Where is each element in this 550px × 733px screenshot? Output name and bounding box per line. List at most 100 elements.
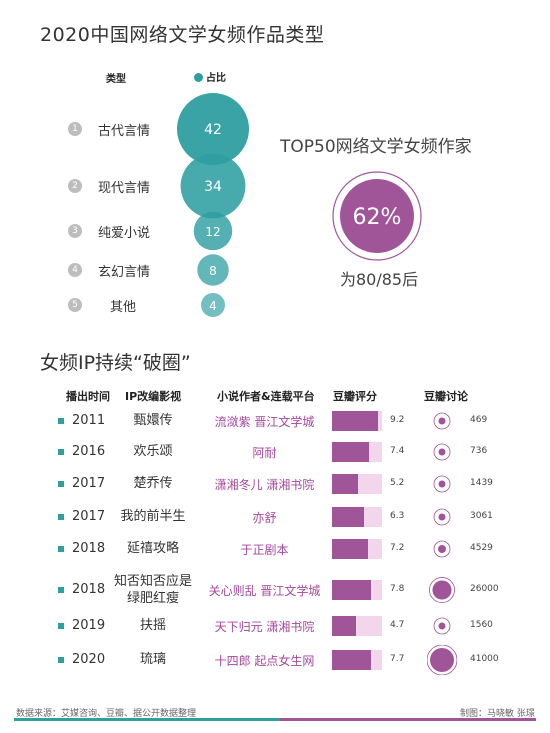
type-bubble: [193, 211, 233, 251]
type-name: 现代言情: [98, 180, 151, 196]
header-year: 播出时间: [66, 390, 110, 403]
row-drama: 知否知否应是 绿肥红瘦: [98, 573, 208, 607]
row-drama: 我的前半生: [120, 509, 186, 524]
row-year: 2017: [72, 509, 106, 524]
type-bubble-value: 4: [209, 299, 217, 313]
row-author: 十四郎 起点女生网: [214, 654, 315, 668]
row-author: 天下归元 潇湘书院: [214, 620, 315, 634]
score-bar-fill: [332, 411, 378, 431]
row-year: 2017: [72, 476, 106, 491]
type-bubble-chart: 42 34 12 8 4: [177, 93, 249, 317]
row-drama: 欢乐颂: [133, 444, 173, 459]
row-author: 亦舒: [252, 511, 277, 525]
discussion-marker: [433, 540, 451, 558]
type-chart-title: 2020中国网络文学女频作品类型: [40, 24, 325, 46]
row-marker: [58, 623, 64, 629]
row-discussion: 1560: [470, 620, 493, 630]
type-name: 玄幻言情: [98, 264, 151, 280]
footer-credit: 制图：马晓敏 张璟: [460, 709, 535, 719]
score-bar-fill: [332, 442, 369, 462]
type-number-badge: 5: [68, 298, 82, 312]
discussion-ring: [433, 475, 451, 493]
top50-label: 为80/85后: [340, 270, 419, 289]
row-drama: 甄嬛传: [133, 413, 173, 428]
row-score: 9.2: [390, 415, 405, 425]
row-year: 2011: [72, 413, 106, 428]
row-discussion: 3061: [470, 511, 493, 521]
legend-dot-icon: [194, 73, 203, 82]
discussion-marker: [427, 645, 457, 675]
score-bar-fill: [332, 616, 356, 636]
type-name: 古代言情: [98, 123, 151, 139]
row-marker: [58, 481, 64, 487]
type-bubble-value: 8: [209, 264, 217, 278]
row-score: 7.7: [390, 654, 405, 664]
discussion-marker: [433, 412, 451, 430]
discussion-marker: [433, 475, 451, 493]
discussion-marker: [433, 443, 451, 461]
discussion-dot: [438, 513, 446, 521]
discussion-dot: [430, 648, 454, 672]
row-discussion: 26000: [470, 584, 499, 594]
discussion-ring: [433, 412, 451, 430]
type-bubble-value: 12: [205, 225, 220, 239]
header-score: 豆瓣评分: [333, 390, 377, 403]
type-row: 2 现代言情: [68, 176, 150, 196]
header-drama: IP改编影视: [125, 390, 182, 403]
row-year: 2018: [72, 541, 106, 556]
header-discussion: 豆瓣讨论: [424, 390, 468, 403]
discussion-dot: [438, 622, 446, 630]
discussion-dot: [438, 545, 446, 553]
type-bubble-value: 34: [204, 179, 222, 195]
row-score: 6.3: [390, 511, 405, 521]
type-number-badge: 2: [68, 179, 82, 193]
discussion-marker: [433, 617, 451, 635]
badge-inner-circle: [340, 179, 414, 253]
row-discussion: 736: [470, 446, 488, 456]
row-year: 2020: [72, 652, 106, 667]
row-drama: 扶摇: [139, 618, 166, 633]
row-score: 4.7: [390, 620, 405, 630]
row-drama-line: 知否知否应是: [113, 574, 192, 589]
row-author: 于正剧本: [240, 543, 289, 557]
ip-table-title: 女频IP持续“破圈”: [40, 352, 191, 374]
top50-percent-badge: 62%: [332, 171, 422, 261]
row-drama-line: 绿肥红瘦: [126, 591, 179, 606]
top50-title: TOP50网络文学女频作家: [280, 137, 472, 157]
discussion-ring: [433, 540, 451, 558]
score-bar-fill: [332, 580, 371, 600]
type-column-header: 类型: [106, 74, 126, 85]
type-name: 其他: [110, 299, 137, 315]
row-author: 阿耐: [252, 446, 277, 460]
discussion-ring: [433, 617, 451, 635]
row-score: 7.8: [390, 584, 405, 594]
row-score: 5.2: [390, 478, 405, 488]
discussion-ring: [433, 443, 451, 461]
type-row: 3 纯爱小说: [68, 221, 150, 241]
row-marker: [58, 449, 64, 455]
header-author: 小说作者&连载平台: [217, 390, 315, 403]
type-number-badge: 4: [68, 263, 82, 277]
type-bubble: [177, 93, 249, 165]
type-number-badge: 1: [68, 122, 82, 136]
type-bubble: [197, 254, 229, 286]
discussion-dot: [438, 417, 446, 425]
type-bubble: [180, 153, 246, 219]
row-marker: [58, 514, 64, 520]
share-legend-label: 占比: [206, 73, 226, 84]
share-legend: 占比: [194, 69, 226, 84]
type-name: 纯爱小说: [98, 225, 151, 241]
discussion-ring: [429, 577, 455, 603]
row-author: 潇湘冬儿 潇湘书院: [214, 478, 315, 492]
discussion-marker: [429, 577, 455, 603]
type-row: 5 其他: [68, 295, 136, 315]
score-bar-fill: [332, 539, 368, 559]
row-year: 2018: [72, 582, 106, 597]
row-author: 流潋紫 晋江文学城: [214, 415, 315, 429]
badge-outer-ring: [332, 171, 422, 261]
footer-source: 数据来源：艾媒咨询、豆瓣、据公开数据整理: [16, 709, 197, 719]
row-year: 2016: [72, 444, 106, 459]
row-score: 7.4: [390, 446, 405, 456]
row-marker: [58, 587, 64, 593]
row-marker: [58, 546, 64, 552]
